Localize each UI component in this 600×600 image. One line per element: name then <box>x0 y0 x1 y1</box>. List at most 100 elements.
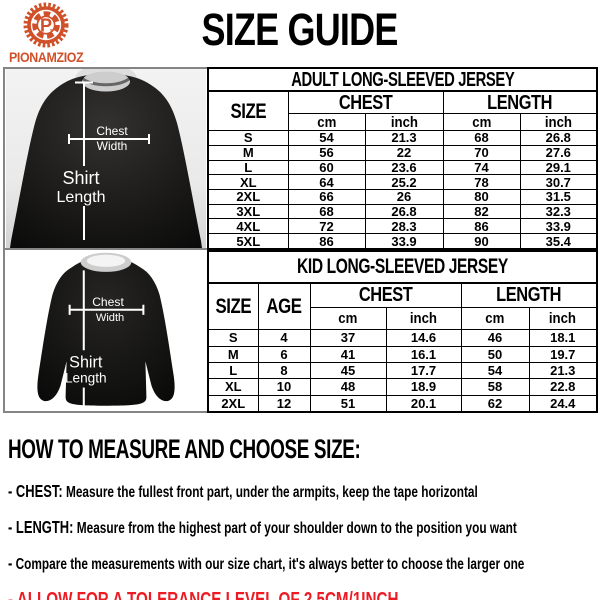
unit-header-inch: inch <box>528 307 598 331</box>
length-cm-cell: 70 <box>442 144 521 161</box>
chest-inch-cell: 22 <box>364 144 444 161</box>
length-inch-cell: 35.4 <box>519 233 598 250</box>
chest-inch-cell: 17.7 <box>385 361 462 380</box>
size-guide-sheet: Chest Width Shirt Length ADULT LONG-SLEE… <box>3 67 599 413</box>
svg-text:Length: Length <box>57 189 106 206</box>
chest-inch-cell: 18.9 <box>385 378 462 396</box>
adult-size-row: S 54 21.3 68 26.8 <box>207 130 598 146</box>
chest-inch-cell: 14.6 <box>385 329 462 347</box>
chest-cm-cell: 37 <box>309 329 387 347</box>
length-inch-cell: 24.4 <box>528 394 598 413</box>
chest-inch-cell: 25.2 <box>364 174 444 190</box>
chest-cm-cell: 45 <box>309 361 387 380</box>
measurement-lines <box>68 81 150 240</box>
tolerance-note: - ALLOW FOR A TOLERANCE LEVEL OF 2.5CM/1… <box>8 589 399 600</box>
logo-letter: P <box>40 16 52 36</box>
col-header-chest: CHEST <box>309 281 462 309</box>
chest-inch-cell: 26 <box>364 188 444 205</box>
kid-table-title: KID LONG-SLEEVED JERSEY <box>207 250 598 284</box>
logo-inner-circle <box>38 17 54 33</box>
size-cell: S <box>207 130 289 146</box>
col-header-size: SIZE <box>207 281 259 331</box>
brand-name: PIONAMZIOZ <box>9 50 84 65</box>
length-inch-cell: 19.7 <box>528 345 598 363</box>
adult-size-row: 3XL 68 26.8 82 32.3 <box>207 203 598 220</box>
svg-text:Width: Width <box>96 312 124 324</box>
chest-cm-cell: 60 <box>287 159 366 176</box>
size-cell: XL <box>207 378 259 396</box>
length-inch-cell: 26.8 <box>519 130 598 146</box>
chest-cm-cell: 72 <box>287 218 366 235</box>
unit-header-cm: cm <box>442 113 521 132</box>
kid-size-row: 2XL 12 51 20.1 62 24.4 <box>207 394 598 413</box>
length-cm-cell: 62 <box>460 394 530 413</box>
length-cm-cell: 54 <box>460 361 530 380</box>
unit-header-cm: cm <box>460 307 530 331</box>
adult-jersey-image: Chest Width Shirt Length <box>3 67 207 250</box>
age-cell: 8 <box>257 361 311 380</box>
length-cm-cell: 50 <box>460 345 530 363</box>
length-cm-cell: 58 <box>460 378 530 396</box>
kid-table-body: S 4 37 14.6 46 18.1 M 6 41 16.1 50 19.7 <box>207 329 598 413</box>
kid-size-row: XL 10 48 18.9 58 22.8 <box>207 378 598 396</box>
col-header-size: SIZE <box>207 90 289 132</box>
unit-header-inch: inch <box>385 307 462 331</box>
age-cell: 12 <box>257 394 311 413</box>
adult-size-row: M 56 22 70 27.6 <box>207 144 598 161</box>
chest-inch-cell: 23.6 <box>364 159 444 176</box>
kid-shirt-silhouette <box>37 257 175 406</box>
length-inch-cell: 27.6 <box>519 144 598 161</box>
page-title: SIZE GUIDE <box>201 4 399 55</box>
svg-text:Length: Length <box>65 371 107 386</box>
chest-cm-cell: 56 <box>287 144 366 161</box>
size-cell: L <box>207 159 289 176</box>
chest-inch-cell: 21.3 <box>364 130 444 146</box>
unit-header-cm: cm <box>287 113 366 132</box>
unit-header-inch: inch <box>519 113 598 132</box>
how-to-heading: HOW TO MEASURE AND CHOOSE SIZE: <box>8 434 361 464</box>
size-cell: S <box>207 329 259 347</box>
size-cell: 2XL <box>207 394 259 413</box>
length-inch-cell: 33.9 <box>519 218 598 235</box>
length-cm-cell: 90 <box>442 233 521 250</box>
kid-size-row: S 4 37 14.6 46 18.1 <box>207 329 598 347</box>
kid-jersey-illustration: Chest Width Shirt Length <box>5 250 207 411</box>
length-cm-cell: 80 <box>442 188 521 205</box>
chest-cm-cell: 86 <box>287 233 366 250</box>
chest-inch-cell: 20.1 <box>385 394 462 413</box>
size-cell: 3XL <box>207 203 289 220</box>
col-header-chest: CHEST <box>287 90 444 115</box>
age-cell: 10 <box>257 378 311 396</box>
chest-cm-cell: 48 <box>309 378 387 396</box>
length-cm-cell: 74 <box>442 159 521 176</box>
compare-instruction: - Compare the measurements with our size… <box>8 553 525 573</box>
size-cell: 4XL <box>207 218 289 235</box>
adult-size-row: 4XL 72 28.3 86 33.9 <box>207 218 598 235</box>
adult-table-body: S 54 21.3 68 26.8 M 56 22 70 27.6 L 60 <box>207 130 598 250</box>
length-inch-cell: 22.8 <box>528 378 598 396</box>
chest-cm-cell: 68 <box>287 203 366 220</box>
adult-size-row: 5XL 86 33.9 90 35.4 <box>207 233 598 250</box>
length-inch-cell: 30.7 <box>519 174 598 190</box>
chest-inch-cell: 33.9 <box>364 233 444 250</box>
chest-cm-cell: 54 <box>287 130 366 146</box>
col-header-length: LENGTH <box>460 281 598 309</box>
length-instruction: - LENGTH: Measure from the highest part … <box>8 517 517 537</box>
shirt-length-label: Shirt <box>62 168 99 188</box>
length-cm-cell: 46 <box>460 329 530 347</box>
adult-size-row: 2XL 66 26 80 31.5 <box>207 188 598 205</box>
chest-width-label: Chest <box>96 124 128 138</box>
length-cm-cell: 86 <box>442 218 521 235</box>
length-inch-cell: 31.5 <box>519 188 598 205</box>
length-inch-cell: 29.1 <box>519 159 598 176</box>
adult-size-table: ADULT LONG-SLEEVED JERSEY SIZE CHEST LEN… <box>207 67 599 250</box>
adult-jersey-illustration: Chest Width Shirt Length <box>6 69 206 248</box>
length-inch-cell: 21.3 <box>528 361 598 380</box>
chest-cm-cell: 66 <box>287 188 366 205</box>
length-cm-cell: 78 <box>442 174 521 190</box>
col-header-length: LENGTH <box>442 90 598 115</box>
kid-size-row: L 8 45 17.7 54 21.3 <box>207 361 598 380</box>
adult-size-row: XL 64 25.2 78 30.7 <box>207 174 598 190</box>
chest-cm-cell: 51 <box>309 394 387 413</box>
